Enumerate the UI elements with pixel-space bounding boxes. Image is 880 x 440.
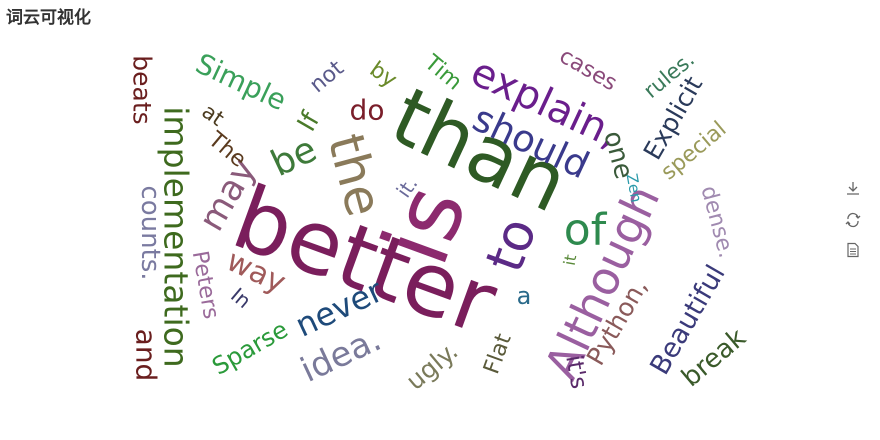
word-its: it's	[560, 353, 591, 391]
word-zen: Zen	[623, 172, 646, 204]
word-of: of	[564, 205, 608, 256]
restore-button[interactable]	[843, 210, 863, 230]
word-a: a	[517, 282, 532, 310]
word-by: by	[365, 57, 401, 93]
word-do: do	[350, 94, 385, 127]
word-flat: Flat	[479, 330, 517, 377]
word-not: not	[305, 56, 349, 99]
data-view-icon	[847, 242, 859, 258]
word-implementation: implementation	[157, 106, 196, 367]
chart-title: 词云可视化	[6, 8, 91, 28]
word-sparse: Sparse	[207, 315, 292, 380]
word-dense: dense.	[695, 183, 738, 260]
save-as-image-icon	[847, 182, 859, 195]
save-as-image-button[interactable]	[843, 178, 863, 198]
data-view-button[interactable]	[843, 240, 863, 260]
word-at: at	[197, 99, 228, 131]
restore-icon	[845, 212, 861, 228]
word-beats: beats	[128, 55, 157, 124]
word-and: and	[130, 329, 163, 382]
word-it: it	[560, 253, 581, 267]
word-counts: counts.	[135, 185, 165, 280]
